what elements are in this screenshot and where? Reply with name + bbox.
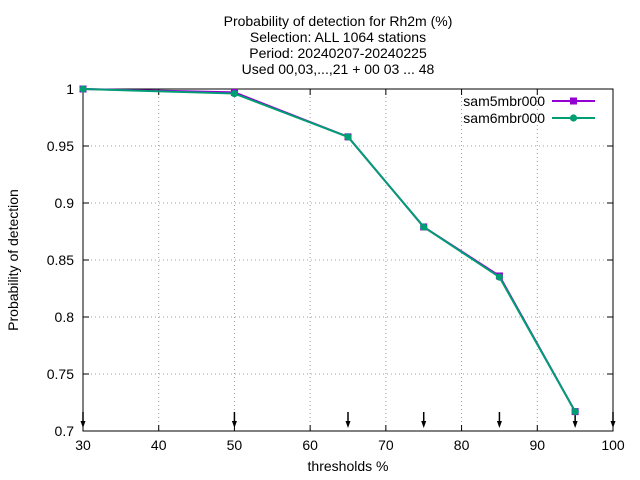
x-tick-label: 100: [601, 437, 625, 453]
data-point: [420, 223, 428, 231]
threshold-arrow: [421, 412, 427, 428]
series-line: [82, 88, 577, 413]
grid-lines: [83, 89, 613, 431]
data-point: [230, 89, 239, 98]
threshold-arrows: [80, 412, 616, 428]
series-sam6mbr000: [79, 85, 579, 416]
legend-label: sam5mbr000: [463, 93, 545, 109]
x-tick-label: 60: [302, 437, 318, 453]
threshold-arrow: [496, 412, 502, 428]
y-tick-label: 0.9: [55, 195, 75, 211]
legend-label: sam6mbr000: [463, 110, 545, 126]
data-point: [344, 133, 352, 141]
y-tick-label: 1: [66, 81, 74, 97]
y-axis-label: Probability of detection: [5, 189, 21, 331]
data-point: [571, 408, 579, 416]
title-line: Probability of detection for Rh2m (%): [224, 13, 453, 29]
legend-item: sam6mbr000: [463, 110, 595, 126]
legend-item: sam5mbr000: [463, 93, 595, 109]
x-tick-label: 90: [529, 437, 545, 453]
series-lines: [79, 85, 579, 416]
x-tick-labels: 30 40 50 60 70 80 90 100: [75, 437, 625, 453]
x-tick-label: 50: [227, 437, 243, 453]
y-tick-label: 0.95: [47, 138, 74, 154]
x-axis-label: thresholds %: [308, 458, 389, 474]
x-tick-label: 30: [75, 437, 91, 453]
y-tick-label: 0.75: [47, 366, 74, 382]
title-line: Selection: ALL 1064 stations: [250, 29, 426, 45]
y-tick-label: 0.7: [55, 423, 75, 439]
x-tick-label: 70: [378, 437, 394, 453]
data-point: [79, 85, 87, 93]
threshold-arrow: [80, 412, 86, 428]
title-line: Period: 20240207-20240225: [249, 45, 427, 61]
title-line: Used 00,03,...,21 + 00 03 ... 48: [242, 61, 435, 77]
series-sam5mbr000: [79, 85, 579, 416]
data-point: [569, 114, 578, 122]
y-tick-label: 0.85: [47, 252, 74, 268]
chart-title: Probability of detection for Rh2m (%)Sel…: [224, 13, 453, 77]
data-point: [495, 273, 504, 281]
x-tick-label: 80: [454, 437, 470, 453]
threshold-arrow: [231, 412, 237, 428]
threshold-arrow: [345, 412, 351, 428]
threshold-arrow: [610, 412, 616, 428]
series-line: [82, 88, 577, 413]
x-tick-label: 40: [151, 437, 167, 453]
y-tick-labels: 0.7 0.75 0.8 0.85 0.9 0.95 1: [47, 81, 74, 439]
data-point: [570, 97, 577, 105]
y-tick-label: 0.8: [55, 309, 75, 325]
